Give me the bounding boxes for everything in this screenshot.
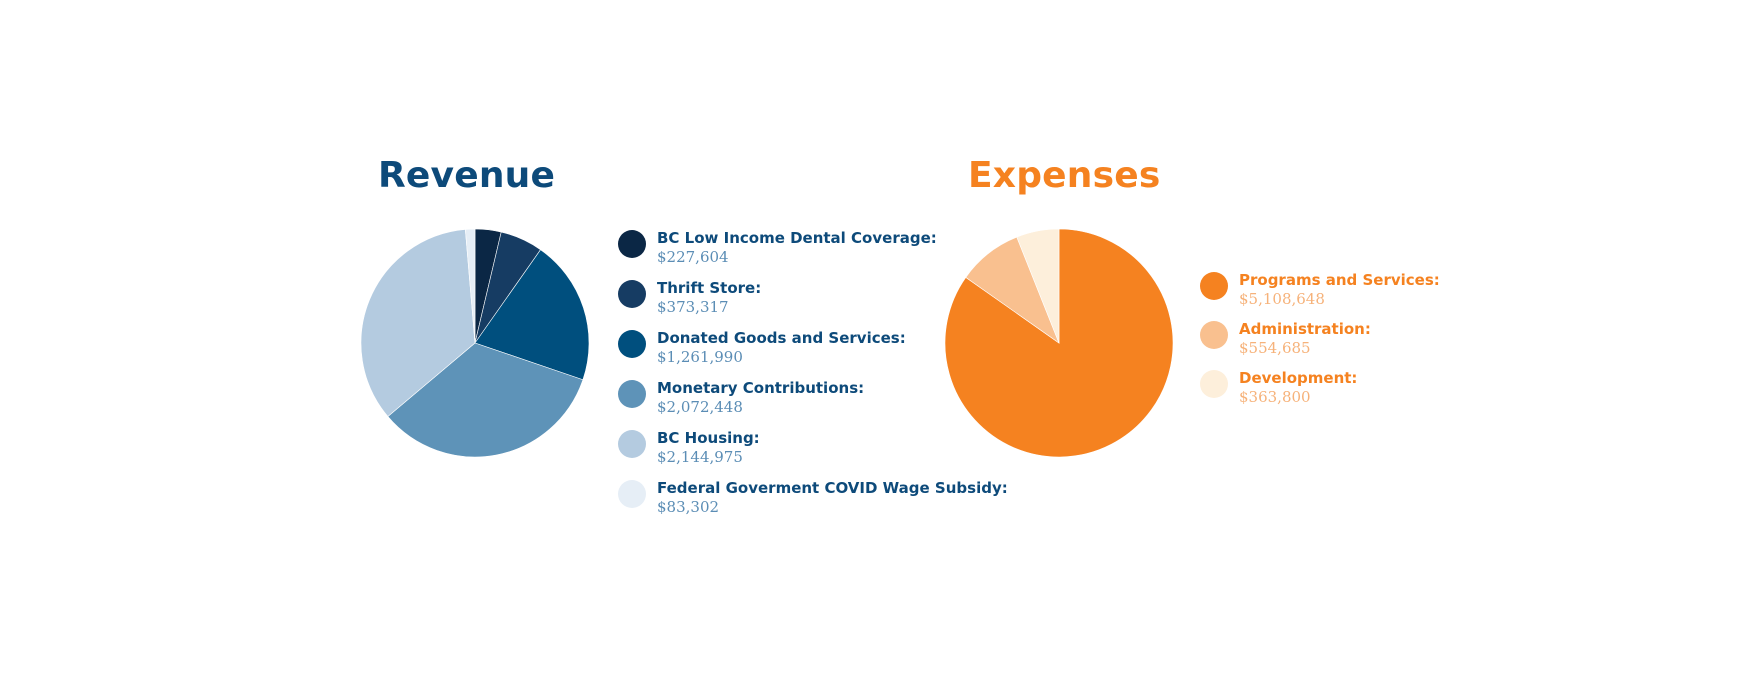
revenue-legend-item-dental: BC Low Income Dental Coverage: $227,604 xyxy=(618,229,1008,279)
revenue-legend-label-monetary: Monetary Contributions: xyxy=(657,379,865,397)
revenue-pie-slice-4 xyxy=(360,229,476,417)
revenue-legend-value-bc-housing: $2,144,975 xyxy=(657,448,743,466)
expenses-legend-swatch-programs xyxy=(1200,272,1228,300)
expenses-legend-value-administration: $554,685 xyxy=(1239,339,1311,357)
expenses-legend-label-development: Development: xyxy=(1239,369,1358,387)
expenses-legend-label-programs: Programs and Services: xyxy=(1239,271,1440,289)
expenses-legend-label-administration: Administration: xyxy=(1239,320,1371,338)
revenue-legend-swatch-donated-goods xyxy=(618,330,646,358)
expenses-legend-swatch-development xyxy=(1200,370,1228,398)
expenses-pie-slice-0 xyxy=(944,228,1174,458)
revenue-legend-swatch-bc-housing xyxy=(618,430,646,458)
expenses-pie-slice-2 xyxy=(1016,228,1060,344)
revenue-legend-swatch-covid-subsidy xyxy=(618,480,646,508)
expenses-legend-item-programs: Programs and Services: $5,108,648 xyxy=(1200,271,1440,320)
revenue-legend-value-covid-subsidy: $83,302 xyxy=(657,498,720,516)
revenue-legend-swatch-monetary xyxy=(618,380,646,408)
revenue-legend-label-bc-housing: BC Housing: xyxy=(657,429,760,447)
expenses-title: Expenses xyxy=(968,155,1161,196)
revenue-legend-label-donated-goods: Donated Goods and Services: xyxy=(657,329,906,347)
revenue-legend-item-donated-goods: Donated Goods and Services: $1,261,990 xyxy=(618,329,1008,379)
revenue-legend-value-monetary: $2,072,448 xyxy=(657,398,743,416)
revenue-legend-label-thrift-store: Thrift Store: xyxy=(657,279,762,297)
revenue-legend-swatch-dental xyxy=(618,230,646,258)
revenue-legend-value-thrift-store: $373,317 xyxy=(657,298,729,316)
revenue-legend-item-monetary: Monetary Contributions: $2,072,448 xyxy=(618,379,1008,429)
expenses-legend-value-programs: $5,108,648 xyxy=(1239,290,1325,308)
revenue-legend-value-dental: $227,604 xyxy=(657,248,729,266)
revenue-pie-slice-2 xyxy=(474,249,590,381)
revenue-legend-item-thrift-store: Thrift Store: $373,317 xyxy=(618,279,1008,329)
revenue-pie-chart xyxy=(360,228,590,458)
expenses-pie-chart xyxy=(944,228,1174,458)
revenue-legend-swatch-thrift-store xyxy=(618,280,646,308)
revenue-legend-value-donated-goods: $1,261,990 xyxy=(657,348,743,366)
expenses-legend-value-development: $363,800 xyxy=(1239,388,1311,406)
revenue-legend-label-covid-subsidy: Federal Goverment COVID Wage Subsidy: xyxy=(657,479,1008,497)
revenue-pie-slice-3 xyxy=(387,342,584,458)
revenue-legend-item-covid-subsidy: Federal Goverment COVID Wage Subsidy: $8… xyxy=(618,479,1008,529)
revenue-title: Revenue xyxy=(378,155,556,196)
expenses-legend-item-development: Development: $363,800 xyxy=(1200,369,1440,418)
expenses-legend-swatch-administration xyxy=(1200,321,1228,349)
revenue-legend: BC Low Income Dental Coverage: $227,604 … xyxy=(618,229,1008,529)
revenue-pie-slice-5 xyxy=(465,228,476,344)
expenses-legend-item-administration: Administration: $554,685 xyxy=(1200,320,1440,369)
revenue-legend-label-dental: BC Low Income Dental Coverage: xyxy=(657,229,937,247)
expenses-legend: Programs and Services: $5,108,648 Admini… xyxy=(1200,271,1440,418)
revenue-legend-item-bc-housing: BC Housing: $2,144,975 xyxy=(618,429,1008,479)
